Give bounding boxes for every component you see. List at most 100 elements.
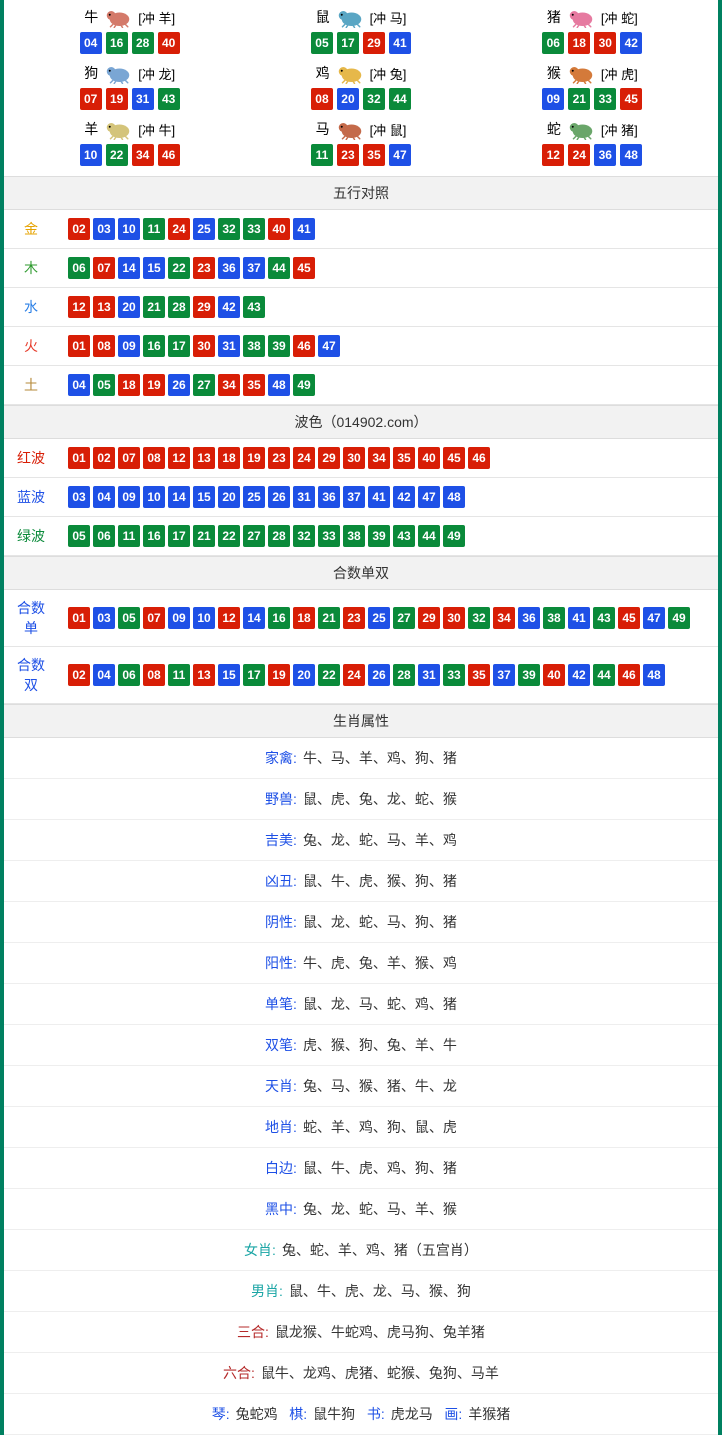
number-ball: 10 bbox=[143, 486, 165, 508]
number-ball: 36 bbox=[218, 257, 240, 279]
zodiac-cell: 蛇[冲 猪]12243648 bbox=[477, 118, 708, 166]
number-ball: 10 bbox=[118, 218, 140, 240]
number-ball: 09 bbox=[168, 607, 190, 629]
number-ball: 13 bbox=[193, 447, 215, 469]
number-ball: 02 bbox=[68, 218, 90, 240]
zodiac-name: 狗 bbox=[84, 63, 98, 83]
page-container: 牛[冲 羊]04162840鼠[冲 马]05172941猪[冲 蛇]061830… bbox=[0, 0, 722, 1435]
number-ball: 39 bbox=[368, 525, 390, 547]
number-ball: 19 bbox=[268, 664, 290, 686]
five-elements-table: 金02031011242532334041木060714152223363744… bbox=[4, 210, 718, 405]
attr-label: 吉美: bbox=[265, 832, 297, 848]
number-ball: 25 bbox=[368, 607, 390, 629]
number-ball: 08 bbox=[311, 88, 333, 110]
number-ball: 44 bbox=[389, 88, 411, 110]
number-ball: 32 bbox=[363, 88, 385, 110]
number-ball: 08 bbox=[93, 335, 115, 357]
five-elements-row: 火0108091617303138394647 bbox=[4, 327, 718, 366]
number-ball: 04 bbox=[80, 32, 102, 54]
zodiac-attr-row: 阴性:鼠、龙、蛇、马、狗、猪 bbox=[4, 902, 718, 943]
number-ball: 48 bbox=[643, 664, 665, 686]
number-ball: 14 bbox=[118, 257, 140, 279]
number-ball: 12 bbox=[218, 607, 240, 629]
zodiac-animal-icon bbox=[100, 6, 136, 28]
number-ball: 39 bbox=[268, 335, 290, 357]
number-ball: 21 bbox=[318, 607, 340, 629]
number-ball: 12 bbox=[168, 447, 190, 469]
zodiac-cell: 鼠[冲 马]05172941 bbox=[245, 6, 476, 54]
zodiac-cell: 猴[冲 虎]09213345 bbox=[477, 62, 708, 110]
zodiac-cell: 羊[冲 牛]10223446 bbox=[14, 118, 245, 166]
zodiac-cell: 牛[冲 羊]04162840 bbox=[14, 6, 245, 54]
attr-label: 天肖: bbox=[265, 1078, 297, 1094]
zodiac-clash: [冲 鼠] bbox=[370, 120, 407, 139]
number-ball: 21 bbox=[193, 525, 215, 547]
zodiac-clash: [冲 羊] bbox=[138, 8, 175, 27]
number-ball: 13 bbox=[93, 296, 115, 318]
number-ball: 49 bbox=[443, 525, 465, 547]
number-ball: 15 bbox=[143, 257, 165, 279]
attr-label: 地肖: bbox=[265, 1119, 297, 1135]
number-ball: 22 bbox=[106, 144, 128, 166]
number-ball: 18 bbox=[568, 32, 590, 54]
attr-label: 男肖: bbox=[251, 1283, 283, 1299]
attr-value: 兔、蛇、羊、鸡、猪（五宫肖） bbox=[282, 1242, 478, 1258]
number-ball: 05 bbox=[93, 374, 115, 396]
number-ball: 48 bbox=[443, 486, 465, 508]
number-ball: 29 bbox=[318, 447, 340, 469]
five-elements-row: 水1213202128294243 bbox=[4, 288, 718, 327]
sum-parity-balls: 0204060811131517192022242628313335373940… bbox=[58, 647, 718, 704]
zodiac-attr-row: 吉美:兔、龙、蛇、马、羊、鸡 bbox=[4, 820, 718, 861]
number-ball: 19 bbox=[106, 88, 128, 110]
number-ball: 20 bbox=[293, 664, 315, 686]
number-ball: 31 bbox=[218, 335, 240, 357]
zodiac-animal-icon bbox=[332, 6, 368, 28]
number-ball: 44 bbox=[268, 257, 290, 279]
attr-value: 鼠、龙、马、蛇、鸡、猪 bbox=[303, 996, 457, 1012]
number-ball: 10 bbox=[193, 607, 215, 629]
number-ball: 27 bbox=[393, 607, 415, 629]
number-ball: 07 bbox=[80, 88, 102, 110]
number-ball: 38 bbox=[243, 335, 265, 357]
sum-parity-row: 合数双0204060811131517192022242628313335373… bbox=[4, 647, 718, 704]
number-ball: 06 bbox=[93, 525, 115, 547]
number-ball: 17 bbox=[168, 335, 190, 357]
number-ball: 10 bbox=[80, 144, 102, 166]
zodiac-clash: [冲 兔] bbox=[370, 64, 407, 83]
attr-label: 女肖: bbox=[244, 1242, 276, 1258]
zodiac-clash: [冲 马] bbox=[370, 8, 407, 27]
wave-label: 红波 bbox=[4, 439, 58, 478]
number-ball: 24 bbox=[343, 664, 365, 686]
number-ball: 33 bbox=[318, 525, 340, 547]
attr-value: 鼠龙猴、牛蛇鸡、虎马狗、兔羊猪 bbox=[275, 1324, 485, 1340]
zodiac-attr-row: 白边:鼠、牛、虎、鸡、狗、猪 bbox=[4, 1148, 718, 1189]
five-elements-row: 土04051819262734354849 bbox=[4, 366, 718, 405]
zodiac-attr-row: 地肖: 蛇、羊、鸡、狗、鼠、虎 bbox=[4, 1107, 718, 1148]
number-ball: 47 bbox=[643, 607, 665, 629]
attr-label: 阴性: bbox=[265, 914, 297, 930]
qin-value: 羊猴猪 bbox=[468, 1406, 510, 1422]
zodiac-animal-icon bbox=[100, 62, 136, 84]
five-elements-label: 火 bbox=[4, 327, 58, 366]
five-elements-balls: 02031011242532334041 bbox=[58, 210, 718, 249]
number-ball: 40 bbox=[158, 32, 180, 54]
number-ball: 46 bbox=[293, 335, 315, 357]
number-ball: 20 bbox=[218, 486, 240, 508]
zodiac-name: 羊 bbox=[84, 119, 98, 139]
number-ball: 02 bbox=[93, 447, 115, 469]
attr-value: 蛇、羊、鸡、狗、鼠、虎 bbox=[303, 1119, 457, 1135]
five-elements-label: 土 bbox=[4, 366, 58, 405]
number-ball: 49 bbox=[293, 374, 315, 396]
number-ball: 11 bbox=[311, 144, 333, 166]
number-ball: 22 bbox=[218, 525, 240, 547]
zodiac-name: 蛇 bbox=[547, 119, 561, 139]
number-ball: 05 bbox=[68, 525, 90, 547]
number-ball: 41 bbox=[568, 607, 590, 629]
attr-value: 牛、马、羊、鸡、狗、猪 bbox=[303, 750, 457, 766]
zodiac-animal-icon bbox=[563, 62, 599, 84]
number-ball: 35 bbox=[393, 447, 415, 469]
number-ball: 23 bbox=[337, 144, 359, 166]
zodiac-grid: 牛[冲 羊]04162840鼠[冲 马]05172941猪[冲 蛇]061830… bbox=[4, 0, 718, 176]
five-elements-balls: 0108091617303138394647 bbox=[58, 327, 718, 366]
number-ball: 30 bbox=[443, 607, 465, 629]
